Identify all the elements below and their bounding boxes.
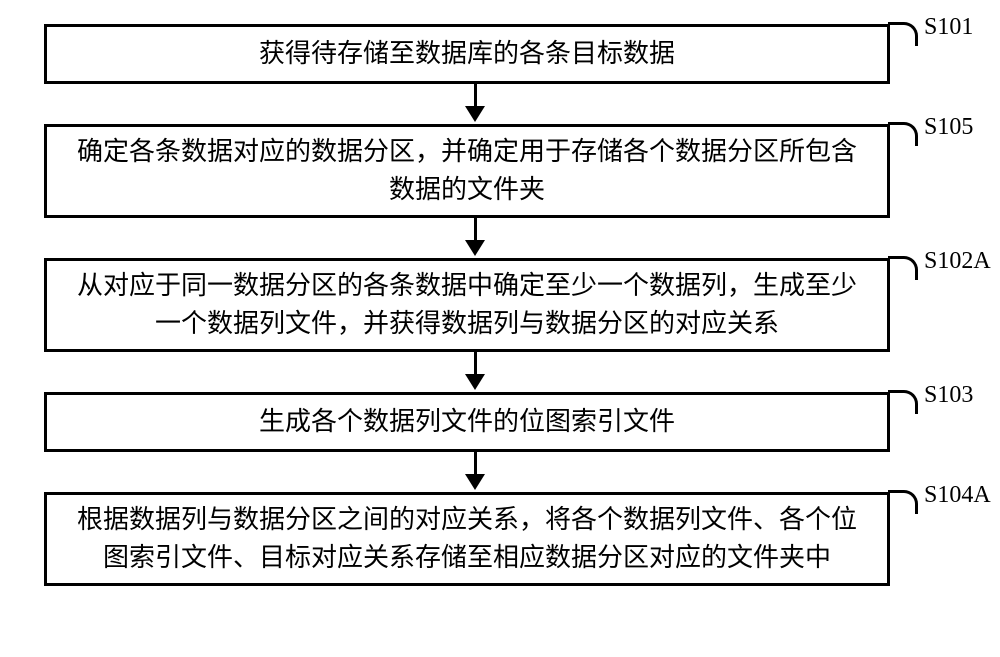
step-label-s101: S101: [888, 22, 973, 46]
bracket-icon: [888, 390, 918, 414]
step-text: 从对应于同一数据分区的各条数据中确定至少一个数据列，生成至少 一个数据列文件，并…: [77, 267, 857, 342]
step-text: 根据数据列与数据分区之间的对应关系，将各个数据列文件、各个位 图索引文件、目标对…: [77, 501, 857, 576]
arrow-s102a-s103: [465, 352, 485, 390]
step-text: 确定各条数据对应的数据分区，并确定用于存储各个数据分区所包含 数据的文件夹: [77, 133, 857, 208]
arrow-s101-s105: [465, 84, 485, 122]
label-text: S104A: [924, 482, 991, 509]
step-box-s105: 确定各条数据对应的数据分区，并确定用于存储各个数据分区所包含 数据的文件夹: [44, 124, 890, 218]
step-text: 获得待存储至数据库的各条目标数据: [259, 35, 675, 73]
step-label-s105: S105: [888, 122, 973, 146]
bracket-icon: [888, 122, 918, 146]
step-label-s103: S103: [888, 390, 973, 414]
arrow-head-icon: [465, 374, 485, 390]
step-box-s101: 获得待存储至数据库的各条目标数据: [44, 24, 890, 84]
label-text: S105: [924, 114, 973, 141]
flowchart-container: 获得待存储至数据库的各条目标数据 S101 确定各条数据对应的数据分区，并确定用…: [0, 0, 1000, 657]
bracket-icon: [888, 22, 918, 46]
arrow-head-icon: [465, 474, 485, 490]
step-box-s103: 生成各个数据列文件的位图索引文件: [44, 392, 890, 452]
arrow-shaft: [474, 452, 477, 474]
step-label-s104a: S104A: [888, 490, 991, 514]
arrow-head-icon: [465, 240, 485, 256]
bracket-icon: [888, 490, 918, 514]
label-text: S102A: [924, 248, 991, 275]
arrow-shaft: [474, 218, 477, 240]
arrow-shaft: [474, 352, 477, 374]
arrow-s105-s102a: [465, 218, 485, 256]
label-text: S101: [924, 14, 973, 41]
bracket-icon: [888, 256, 918, 280]
step-text: 生成各个数据列文件的位图索引文件: [259, 403, 675, 441]
arrow-s103-s104a: [465, 452, 485, 490]
step-label-s102a: S102A: [888, 256, 991, 280]
arrow-shaft: [474, 84, 477, 106]
label-text: S103: [924, 382, 973, 409]
arrow-head-icon: [465, 106, 485, 122]
step-box-s104a: 根据数据列与数据分区之间的对应关系，将各个数据列文件、各个位 图索引文件、目标对…: [44, 492, 890, 586]
step-box-s102a: 从对应于同一数据分区的各条数据中确定至少一个数据列，生成至少 一个数据列文件，并…: [44, 258, 890, 352]
